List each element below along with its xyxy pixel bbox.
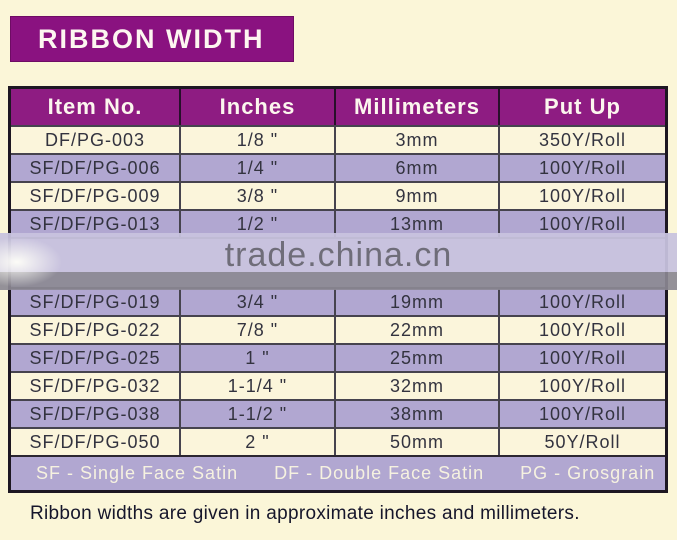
column-header-millimeters: Millimeters (336, 89, 500, 125)
cell-put-up: 100Y/Roll (538, 403, 627, 424)
cell-inches: 1/8 " (181, 127, 336, 153)
cell-millimeters: 22mm (336, 317, 500, 343)
caption-text: Ribbon widths are given in approximate i… (30, 503, 580, 524)
cell-inches: 1/2 " (181, 211, 336, 237)
cell-millimeters: 13mm (336, 211, 500, 237)
table-row: SF/DF/PG-013 1/2 " 13mm 100Y/Roll (11, 209, 665, 237)
cell-item-no: DF/PG-003 (11, 127, 181, 153)
cell-inches: 1/4 " (181, 155, 336, 181)
column-header-inches: Inches (181, 89, 336, 125)
legend-row: SF - Single Face Satin DF - Double Face … (11, 455, 665, 490)
cell-item-no: SF/DF/PG-032 (11, 373, 181, 399)
legend-item-df: DF - Double Face Satin (274, 463, 485, 483)
cell-item-no: SF/DF/PG-006 (11, 155, 181, 181)
page-title-banner: RIBBON WIDTH (10, 16, 294, 62)
cell-put-up: 100Y/Roll (538, 157, 627, 178)
cell-put-up: 100Y/Roll (538, 375, 627, 396)
table-row: DF/PG-003 1/8 " 3mm 350Y/Roll (11, 125, 665, 153)
cell-inches: 1 " (181, 345, 336, 371)
obscured-row-area (11, 237, 665, 287)
cell-item-no: SF/DF/PG-022 (11, 317, 181, 343)
cell-inches: 1-1/4 " (181, 373, 336, 399)
table-row: SF/DF/PG-050 2 " 50mm 50Y/Roll (11, 427, 665, 455)
cell-item-no: SF/DF/PG-025 (11, 345, 181, 371)
cell-inches: 1-1/2 " (181, 401, 336, 427)
cell-put-up: 100Y/Roll (538, 291, 627, 312)
table-row: SF/DF/PG-038 1-1/2 " 38mm 100Y/Roll (11, 399, 665, 427)
cell-millimeters: 50mm (336, 429, 500, 455)
cell-put-up: 350Y/Roll (538, 129, 627, 150)
cell-inches: 7/8 " (181, 317, 336, 343)
cell-put-up: 100Y/Roll (538, 185, 627, 206)
table-row: SF/DF/PG-019 3/4 " 19mm 100Y/Roll (11, 287, 665, 315)
column-header-item-no: Item No. (11, 89, 181, 125)
table-body: DF/PG-003 1/8 " 3mm 350Y/Roll SF/DF/PG-0… (11, 125, 665, 455)
cell-inches: 3/4 " (181, 289, 336, 315)
cell-millimeters: 3mm (336, 127, 500, 153)
legend-item-pg: PG - Grosgrain (520, 463, 656, 483)
cell-millimeters: 6mm (336, 155, 500, 181)
cell-item-no: SF/DF/PG-050 (11, 429, 181, 455)
table-row: SF/DF/PG-022 7/8 " 22mm 100Y/Roll (11, 315, 665, 343)
legend-item-sf: SF - Single Face Satin (36, 463, 239, 483)
cell-put-up: 100Y/Roll (538, 213, 627, 234)
table-row: SF/DF/PG-025 1 " 25mm 100Y/Roll (11, 343, 665, 371)
column-header-put-up: Put Up (544, 94, 621, 119)
cell-millimeters: 9mm (336, 183, 500, 209)
table-row: SF/DF/PG-006 1/4 " 6mm 100Y/Roll (11, 153, 665, 181)
cell-put-up: 50Y/Roll (544, 431, 621, 452)
cell-item-no: SF/DF/PG-019 (11, 289, 181, 315)
cell-inches: 3/8 " (181, 183, 336, 209)
cell-put-up: 100Y/Roll (538, 347, 627, 368)
table-header-row: Item No. Inches Millimeters Put Up (11, 89, 665, 125)
page-title: RIBBON WIDTH (38, 23, 265, 54)
cell-item-no: SF/DF/PG-013 (11, 211, 181, 237)
cell-millimeters: 38mm (336, 401, 500, 427)
cell-item-no: SF/DF/PG-009 (11, 183, 181, 209)
cell-millimeters: 32mm (336, 373, 500, 399)
cell-put-up: 100Y/Roll (538, 319, 627, 340)
table-row: SF/DF/PG-009 3/8 " 9mm 100Y/Roll (11, 181, 665, 209)
cell-millimeters: 19mm (336, 289, 500, 315)
table-row: SF/DF/PG-032 1-1/4 " 32mm 100Y/Roll (11, 371, 665, 399)
cell-millimeters: 25mm (336, 345, 500, 371)
cell-inches: 2 " (181, 429, 336, 455)
cell-item-no: SF/DF/PG-038 (11, 401, 181, 427)
ribbon-width-table: Item No. Inches Millimeters Put Up DF/PG… (8, 86, 668, 493)
